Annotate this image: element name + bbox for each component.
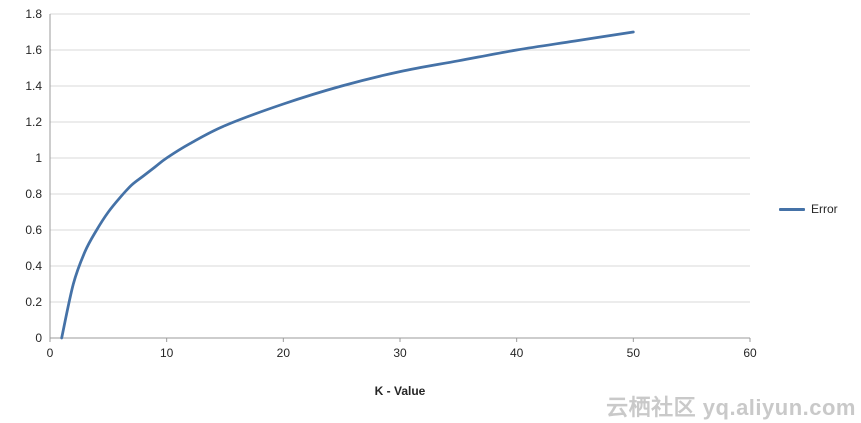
y-tick-label: 0.8 xyxy=(25,187,42,201)
legend-line-swatch xyxy=(779,207,805,211)
x-tick-label: 60 xyxy=(743,346,757,360)
x-tick-label: 30 xyxy=(393,346,407,360)
y-tick-label: 1.2 xyxy=(25,115,42,129)
x-tick-label: 50 xyxy=(627,346,641,360)
y-tick-label: 0.2 xyxy=(25,295,42,309)
y-tick-label: 0.6 xyxy=(25,223,42,237)
legend-label-error: Error xyxy=(811,202,838,216)
x-tick-label: 0 xyxy=(47,346,54,360)
y-tick-label: 0 xyxy=(35,331,42,345)
legend: Error xyxy=(779,202,838,216)
y-tick-label: 1 xyxy=(35,151,42,165)
y-tick-label: 1.4 xyxy=(25,79,42,93)
series-line-error xyxy=(60,30,635,340)
x-axis-title: K - Value xyxy=(374,384,426,398)
watermark-text: 云栖社区 yq.aliyun.com xyxy=(606,395,856,420)
y-tick-label: 0.4 xyxy=(25,259,42,273)
y-tick-label: 1.6 xyxy=(25,43,42,57)
x-tick-label: 10 xyxy=(160,346,174,360)
y-tick-label: 1.8 xyxy=(25,7,42,21)
x-tick-label: 20 xyxy=(277,346,291,360)
x-tick-label: 40 xyxy=(510,346,524,360)
